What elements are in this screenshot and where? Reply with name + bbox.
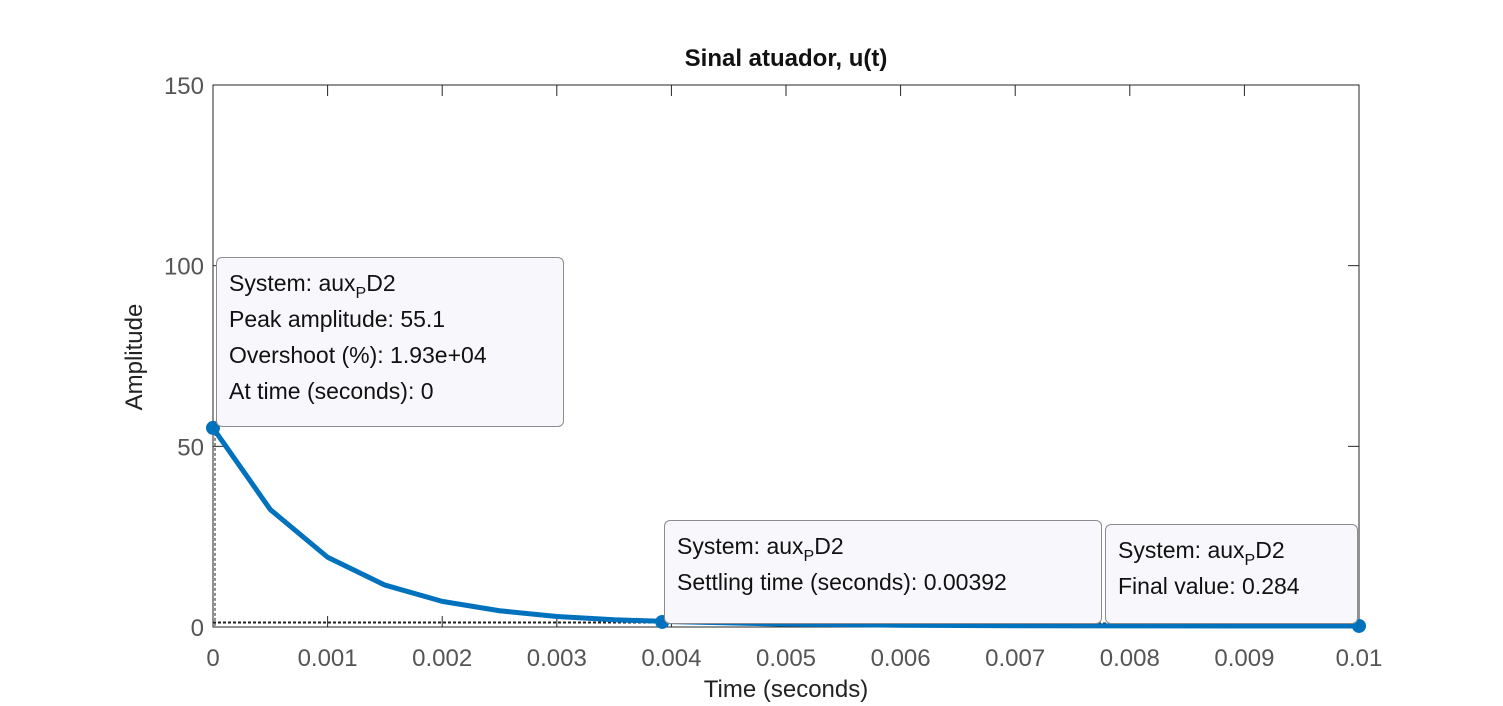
x-axis-label: Time (seconds): [704, 676, 868, 703]
settling-time: Settling time (seconds): 0.00392: [677, 569, 1007, 595]
y-tick-label: 150: [164, 73, 204, 100]
x-tick-label: 0.01: [1336, 645, 1383, 672]
response-line: [210, 425, 1362, 629]
datatip-settling[interactable]: System: auxPD2 Settling time (seconds): …: [664, 520, 1102, 624]
x-tick-label: 0.007: [985, 645, 1045, 672]
y-tick-label: 50: [177, 434, 204, 461]
chart-title: Sinal atuador, u(t): [685, 45, 888, 72]
datatip-marker: [1352, 618, 1366, 633]
datatip-system: System: auxPD2: [1118, 537, 1285, 569]
overshoot: Overshoot (%): 1.93e+04: [229, 342, 487, 368]
peak-amplitude: Peak amplitude: 55.1: [229, 306, 446, 332]
y-tick-label: 100: [164, 254, 204, 281]
x-tick-label: 0.001: [298, 645, 358, 672]
x-tick-label: 0.004: [641, 645, 701, 672]
final-value: Final value: 0.284: [1118, 573, 1300, 599]
x-tick-label: 0.008: [1100, 645, 1160, 672]
datatip-final[interactable]: System: auxPD2 Final value: 0.284: [1105, 524, 1358, 624]
x-tick-label: 0.003: [527, 645, 587, 672]
x-tick-label: 0: [206, 645, 219, 672]
x-tick-label: 0.005: [756, 645, 816, 672]
y-axis-label: Amplitude: [121, 304, 148, 411]
peak-time: At time (seconds): 0: [229, 378, 434, 404]
datatip-peak[interactable]: System: auxPD2 Peak amplitude: 55.1 Over…: [216, 257, 564, 427]
series-layer: [210, 425, 1362, 629]
datatip-system: System: auxPD2: [229, 270, 396, 302]
axis-ticks: 0 0.001 0.002 0.003 0.004 0.005 0.006 0.007 0.00…: [164, 73, 1382, 672]
x-tick-label: 0.009: [1214, 645, 1274, 672]
datatip-system: System: auxPD2: [677, 533, 844, 565]
y-tick-label: 0: [191, 615, 204, 642]
x-tick-label: 0.002: [412, 645, 472, 672]
x-tick-label: 0.006: [871, 645, 931, 672]
